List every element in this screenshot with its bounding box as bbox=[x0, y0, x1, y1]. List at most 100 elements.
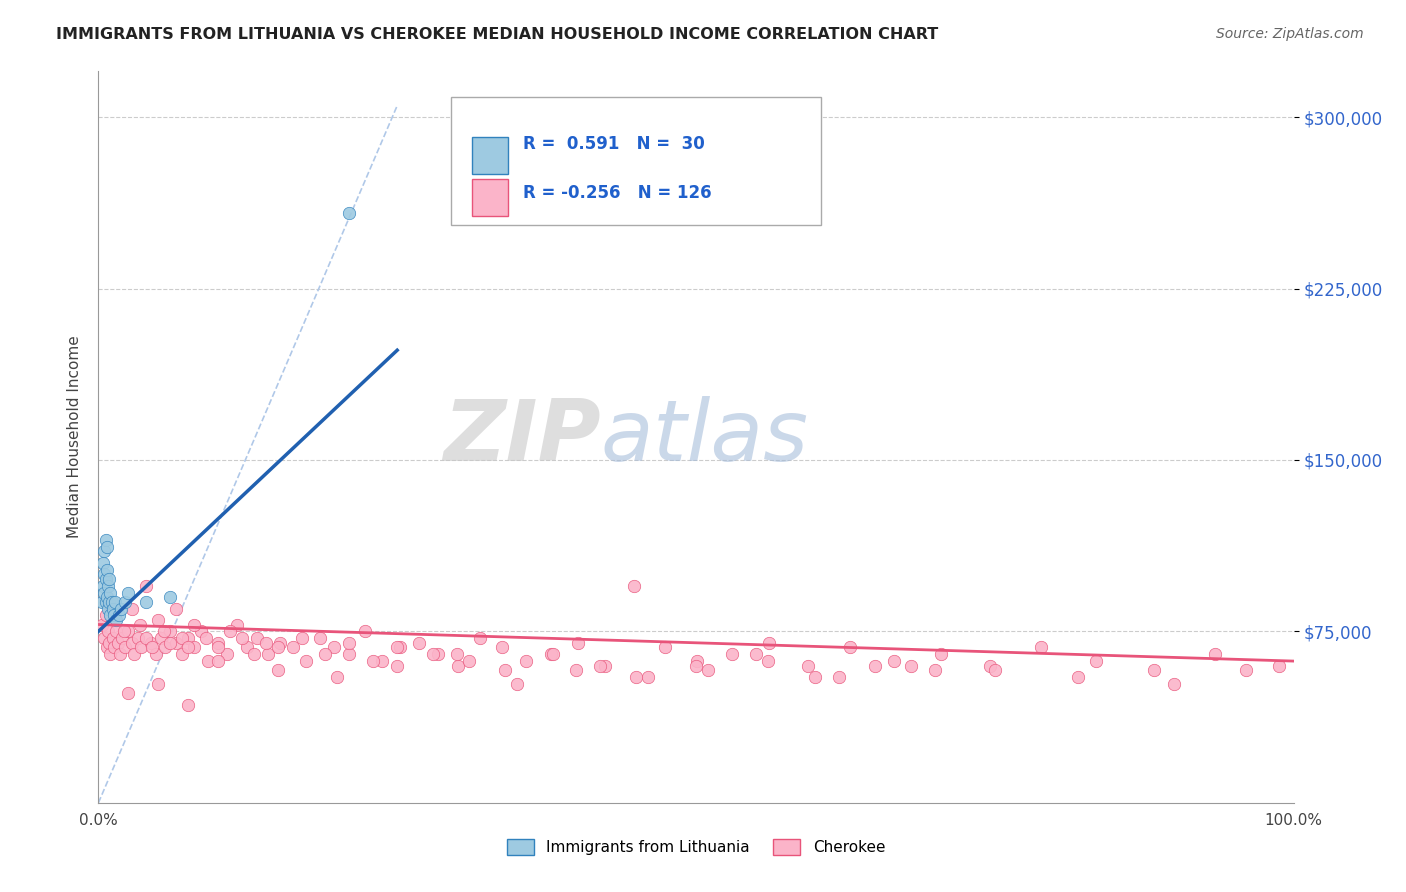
Point bbox=[468, 632, 491, 646]
Point bbox=[257, 647, 280, 661]
Text: R =  0.591   N =  30: R = 0.591 N = 30 bbox=[523, 135, 704, 153]
Point bbox=[172, 632, 194, 646]
Point bbox=[246, 632, 269, 646]
Point bbox=[94, 572, 117, 586]
Point bbox=[121, 636, 143, 650]
Point bbox=[626, 670, 648, 684]
Point bbox=[148, 613, 170, 627]
Point bbox=[159, 590, 181, 604]
Point bbox=[91, 579, 114, 593]
Point bbox=[141, 640, 163, 655]
Point bbox=[745, 647, 768, 661]
Point bbox=[929, 647, 952, 661]
Point bbox=[94, 594, 117, 608]
Point bbox=[127, 632, 149, 646]
Point bbox=[111, 632, 134, 646]
Point bbox=[97, 624, 120, 639]
Point bbox=[446, 647, 468, 661]
Point bbox=[145, 647, 167, 661]
Point bbox=[114, 594, 136, 608]
Point bbox=[924, 663, 946, 677]
Point bbox=[155, 640, 177, 655]
Point bbox=[148, 677, 170, 691]
Point bbox=[108, 647, 131, 661]
Point bbox=[883, 654, 905, 668]
Point bbox=[226, 617, 249, 632]
Point bbox=[121, 601, 143, 615]
Point bbox=[159, 636, 181, 650]
Point bbox=[426, 647, 449, 661]
Point bbox=[370, 654, 392, 668]
Point bbox=[1143, 663, 1166, 677]
Point bbox=[101, 601, 124, 615]
Point bbox=[100, 594, 122, 608]
Point bbox=[491, 640, 513, 655]
Point bbox=[139, 636, 162, 650]
Point bbox=[96, 640, 118, 655]
Point bbox=[197, 654, 219, 668]
Point bbox=[98, 572, 121, 586]
Point bbox=[506, 677, 529, 691]
Y-axis label: Median Household Income: Median Household Income bbox=[66, 335, 82, 539]
Point bbox=[91, 594, 114, 608]
Point bbox=[98, 585, 122, 599]
Point bbox=[105, 613, 128, 627]
Point bbox=[117, 585, 139, 599]
Point bbox=[172, 647, 194, 661]
Point bbox=[593, 658, 616, 673]
Point bbox=[756, 654, 779, 668]
Point bbox=[114, 640, 136, 655]
Point bbox=[322, 640, 344, 655]
Point bbox=[267, 663, 290, 677]
Point bbox=[1163, 677, 1185, 691]
Point bbox=[183, 617, 205, 632]
Point bbox=[354, 624, 377, 639]
Point bbox=[567, 636, 589, 650]
Point bbox=[267, 640, 290, 655]
Point bbox=[565, 663, 588, 677]
Point bbox=[96, 563, 118, 577]
Bar bbox=[472, 179, 509, 216]
Point bbox=[207, 636, 229, 650]
Point bbox=[98, 647, 122, 661]
Point bbox=[685, 658, 707, 673]
Point bbox=[1085, 654, 1108, 668]
Point bbox=[94, 608, 117, 623]
Point bbox=[177, 632, 200, 646]
Legend: Immigrants from Lithuania, Cherokee: Immigrants from Lithuania, Cherokee bbox=[501, 833, 891, 861]
Point bbox=[104, 594, 127, 608]
Point bbox=[900, 658, 922, 673]
Text: atlas: atlas bbox=[600, 395, 808, 479]
Point bbox=[93, 567, 115, 582]
Point bbox=[219, 624, 242, 639]
Point bbox=[839, 640, 862, 655]
Point bbox=[979, 658, 1001, 673]
Point bbox=[654, 640, 676, 655]
Point bbox=[388, 640, 411, 655]
Point bbox=[131, 640, 153, 655]
Point bbox=[165, 636, 187, 650]
Point bbox=[103, 608, 125, 623]
Point bbox=[165, 601, 187, 615]
Point bbox=[217, 647, 239, 661]
Point bbox=[1204, 647, 1226, 661]
Point bbox=[107, 608, 129, 623]
Point bbox=[96, 540, 118, 554]
Point bbox=[408, 636, 430, 650]
Point bbox=[447, 658, 470, 673]
Point bbox=[135, 594, 157, 608]
Point bbox=[515, 654, 537, 668]
Point bbox=[105, 624, 128, 639]
Text: ZIP: ZIP bbox=[443, 395, 600, 479]
Point bbox=[697, 663, 720, 677]
Text: IMMIGRANTS FROM LITHUANIA VS CHEROKEE MEDIAN HOUSEHOLD INCOME CORRELATION CHART: IMMIGRANTS FROM LITHUANIA VS CHEROKEE ME… bbox=[56, 27, 938, 42]
Point bbox=[339, 636, 361, 650]
Point bbox=[758, 636, 780, 650]
Point bbox=[865, 658, 887, 673]
Point bbox=[97, 601, 120, 615]
Point bbox=[117, 686, 139, 700]
Point bbox=[91, 617, 114, 632]
Point bbox=[177, 640, 200, 655]
Point bbox=[98, 636, 121, 650]
Point bbox=[540, 647, 562, 661]
